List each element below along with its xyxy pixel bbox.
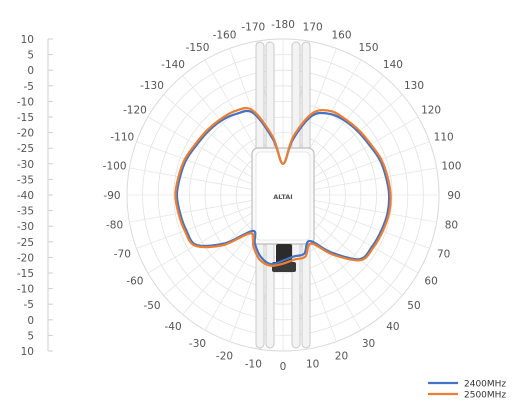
radial-scale-tick-label: -15 [17, 112, 34, 124]
radial-scale-tick-label: -35 [17, 174, 34, 186]
angle-tick-label: 90 [447, 190, 460, 202]
angle-tick-label: -110 [110, 132, 134, 144]
radial-scale-tick-label: -30 [17, 159, 34, 171]
angle-tick-label: -170 [241, 22, 265, 34]
radial-scale-tick-label: -5 [24, 81, 34, 93]
angle-tick-label: -140 [161, 59, 185, 71]
radial-scale-tick-label: -20 [17, 128, 34, 140]
angle-tick-label: 160 [331, 29, 351, 41]
angle-tick-label: 0 [280, 361, 287, 373]
radial-scale-tick-label: -20 [17, 252, 34, 264]
angle-tick-label: -60 [126, 276, 143, 288]
angle-tick-label: -90 [103, 190, 120, 202]
angle-tick-label: 20 [335, 351, 348, 363]
angle-tick-label: 140 [383, 59, 403, 71]
radial-scale-tick-label: -10 [17, 284, 34, 296]
legend-label: 2400MHz [464, 380, 506, 390]
angle-tick-label: -130 [140, 80, 164, 92]
angle-tick-label: -40 [165, 321, 182, 333]
series-line-2400MHz [175, 109, 391, 266]
series-line-2500MHz [174, 106, 392, 267]
angle-tick-label: 80 [445, 220, 458, 232]
radial-axis: 10 5 0 -5 -10 -15 -20 -25 -30 -35 -40 -35 -30 -25 -20 -… [17, 34, 53, 358]
radial-scale-tick-label: 0 [27, 65, 34, 77]
angle-tick-label: 110 [434, 132, 454, 144]
angle-tick-label: -20 [216, 351, 233, 363]
radial-scale-tick-label: -25 [17, 237, 34, 249]
series-lines [174, 106, 392, 267]
radial-scale-tick-label: 10 [21, 34, 34, 46]
angle-tick-label: 120 [421, 105, 441, 117]
radial-scale-tick-label: -10 [17, 96, 34, 108]
angle-tick-label: 130 [404, 80, 424, 92]
angle-tick-label: -70 [114, 248, 131, 260]
angle-tick-label: 170 [303, 22, 323, 34]
radial-scale-tick-label: 5 [27, 330, 34, 342]
angle-tick-label: -120 [123, 105, 147, 117]
angle-tick-label: 60 [424, 276, 437, 288]
angle-tick-label: 100 [441, 160, 461, 172]
radial-scale-tick-label: -5 [24, 299, 34, 311]
angle-tick-label: -150 [186, 42, 210, 54]
angle-tick-label: 10 [306, 358, 319, 370]
radial-scale-tick-label: 10 [21, 346, 34, 358]
angle-tick-label: 40 [386, 321, 399, 333]
radial-scale-tick-label: 5 [27, 50, 34, 62]
device-logo: ALTAI [273, 193, 292, 201]
angle-tick-label: -160 [213, 29, 237, 41]
radial-scale-tick-label: -40 [17, 190, 34, 202]
radial-scale-tick-label: 0 [27, 315, 34, 327]
angle-tick-label: 150 [358, 42, 378, 54]
angle-tick-label: -50 [143, 300, 160, 312]
angle-tick-label: -180 [271, 19, 295, 31]
access-point-device-icon: ALTAI [251, 41, 315, 349]
angle-tick-label: -80 [106, 220, 123, 232]
angle-labels: -180-170-160-150-140-130-120-110-100-90-… [103, 19, 462, 373]
angle-tick-label: 50 [407, 300, 420, 312]
radial-scale-tick-label: -25 [17, 143, 34, 155]
angle-tick-label: 30 [362, 338, 375, 350]
radial-scale-tick-label: -30 [17, 221, 34, 233]
angle-tick-label: 70 [437, 248, 450, 260]
radial-scale-tick-label: -35 [17, 206, 34, 218]
angle-tick-label: -10 [245, 358, 262, 370]
angle-tick-label: -30 [189, 338, 206, 350]
angle-tick-label: -100 [103, 160, 127, 172]
legend-label: 2500MHz [464, 391, 506, 401]
radial-scale-tick-label: -15 [17, 268, 34, 280]
